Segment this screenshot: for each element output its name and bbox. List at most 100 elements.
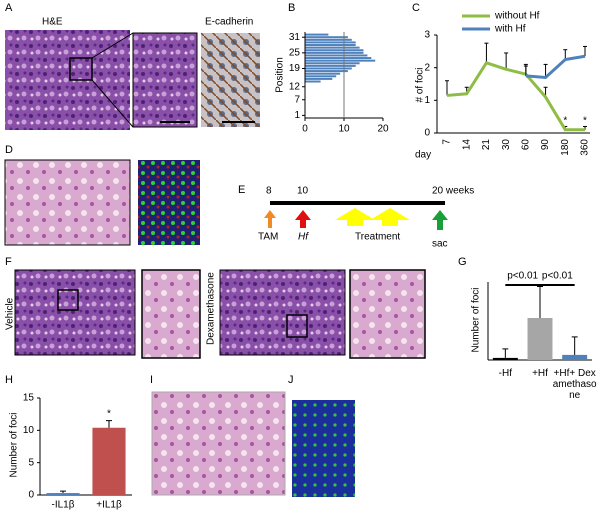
panel-label: I <box>150 374 153 386</box>
arrow <box>335 208 375 226</box>
arrow <box>295 210 311 228</box>
legend-label: with Hf <box>494 24 526 35</box>
bar <box>305 75 337 78</box>
x-tick-label: 360 <box>580 139 591 156</box>
panel-label: B <box>288 2 295 14</box>
bar <box>305 64 356 67</box>
y-tick-label: 2 <box>424 62 430 73</box>
y-tick-label: 15 <box>23 393 35 404</box>
he-image <box>219 269 346 356</box>
timeline-label: 20 weeks <box>432 186 474 197</box>
he-image <box>14 269 136 356</box>
he-image <box>151 391 286 496</box>
bar <box>305 51 364 54</box>
x-tick-label: 30 <box>501 139 512 151</box>
x-tick-label: 10 <box>338 124 350 135</box>
panel-label: F <box>5 256 12 268</box>
condition-label: Vehicle <box>5 297 16 330</box>
bar <box>305 33 329 36</box>
y-axis-label: Position <box>275 57 286 93</box>
bar <box>305 59 376 62</box>
y-tick-label: 0 <box>424 128 430 139</box>
arrow <box>264 210 276 228</box>
fluorescence-image <box>292 400 355 497</box>
y-tick-label: 19 <box>289 63 301 74</box>
panel-label: J <box>288 374 294 386</box>
bar <box>305 62 360 65</box>
bar <box>305 67 352 70</box>
bar <box>305 46 360 49</box>
he-image <box>4 159 131 246</box>
x-tick-label: 7 <box>442 139 453 145</box>
x-tick-label: -IL1β <box>52 500 75 511</box>
y-tick-label: 7 <box>294 94 300 105</box>
bar <box>305 72 341 75</box>
stain-label: E-cadherin <box>205 17 253 28</box>
timeline-label: 10 <box>297 186 309 197</box>
timeline-label: Treatment <box>355 232 400 243</box>
bar <box>305 36 348 39</box>
inset-box <box>69 57 93 81</box>
he-inset <box>132 32 198 128</box>
y-axis-label: # of foci <box>415 67 426 102</box>
fluorescence-image <box>138 160 200 245</box>
panel-label: C <box>412 2 420 14</box>
bar <box>305 44 356 47</box>
arrow <box>432 210 448 230</box>
panel-label: D <box>5 144 13 156</box>
y-tick-label: 1 <box>294 110 300 121</box>
x-tick-label: +Hf+ Dexamethasone <box>552 368 597 401</box>
stain-label: H&E <box>42 17 63 28</box>
annotation: p<0.01 <box>542 271 573 282</box>
bar <box>305 57 372 60</box>
x-tick-label: +IL1β <box>96 500 122 511</box>
he-inset <box>141 269 201 359</box>
y-tick-label: 3 <box>424 30 430 41</box>
bar <box>305 49 364 52</box>
bar <box>305 54 368 57</box>
annotation: * <box>107 408 111 419</box>
inset-box <box>286 314 308 338</box>
x-tick-label: 20 <box>377 124 389 135</box>
annotation: * <box>563 116 567 127</box>
bar <box>92 427 126 495</box>
x-tick-label: 0 <box>302 124 308 135</box>
bar <box>305 41 356 44</box>
y-axis-label: Number of foci <box>9 412 20 477</box>
bar <box>305 80 321 83</box>
series-line <box>446 60 585 132</box>
bar <box>305 38 352 41</box>
bar <box>305 77 333 80</box>
panel-label: H <box>5 374 13 386</box>
timeline-label: TAM <box>258 232 278 243</box>
inset-line <box>91 32 134 59</box>
he-image <box>5 30 130 130</box>
x-tick-label: 180 <box>560 139 571 156</box>
timeline-label: Hf <box>298 232 309 243</box>
panel-label: E <box>238 184 245 196</box>
x-tick-label: 21 <box>481 139 492 151</box>
bar <box>492 357 518 360</box>
y-tick-label: 12 <box>289 81 301 92</box>
bar <box>527 318 553 360</box>
y-tick-label: 31 <box>289 32 301 43</box>
timeline-label: 8 <box>266 186 272 197</box>
bar <box>562 354 588 360</box>
x-tick-label: 14 <box>461 139 472 151</box>
y-tick-label: 5 <box>28 457 34 468</box>
x-axis-label: day <box>415 150 431 161</box>
inset-box <box>57 289 79 311</box>
x-tick-label: 90 <box>540 139 551 151</box>
y-tick-label: 0 <box>28 490 34 501</box>
arrow <box>370 208 410 226</box>
ecad-image <box>201 33 260 127</box>
bar <box>305 70 348 73</box>
panel-label: G <box>458 256 467 268</box>
condition-label: Dexamethasone <box>206 272 217 345</box>
y-axis-label: Number of foci <box>471 287 482 352</box>
he-inset <box>349 269 426 359</box>
y-tick-label: 10 <box>23 425 35 436</box>
x-tick-label: +Hf <box>532 368 548 379</box>
